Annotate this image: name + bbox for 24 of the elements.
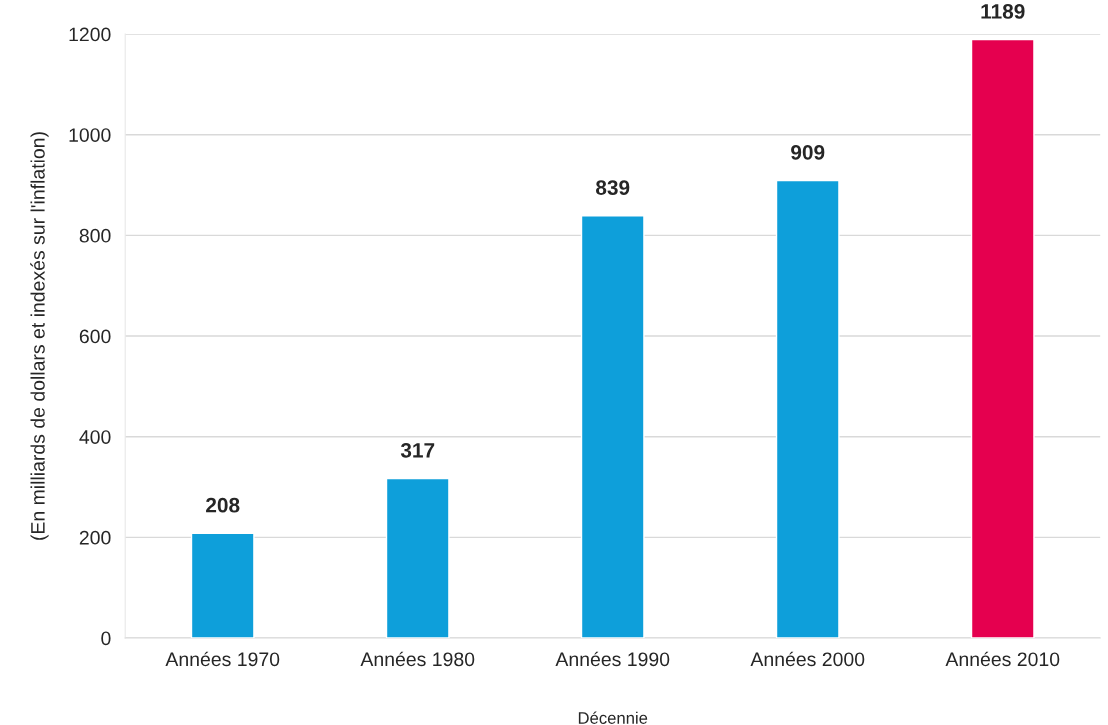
y-tick-label: 800 — [79, 228, 111, 243]
x-tick-label: Années 1990 — [555, 651, 670, 667]
y-tick-label: 1000 — [69, 128, 111, 142]
x-tick-label: Années 1980 — [360, 651, 475, 667]
x-axis-title: Décennie — [578, 711, 648, 724]
data-label: 839 — [596, 180, 630, 195]
y-tick-label: 600 — [79, 329, 111, 344]
bar — [775, 179, 840, 638]
bar — [970, 38, 1035, 638]
x-tick-label: Années 2000 — [750, 651, 865, 667]
y-axis-title: (En milliards de dollars et indexés sur l'inflation) — [30, 132, 49, 540]
x-tick-label: Années 1970 — [165, 651, 280, 667]
y-tick-label: 0 — [101, 631, 111, 646]
data-label: 317 — [400, 442, 435, 458]
data-label: 1189 — [981, 4, 1025, 19]
y-tick-label: 400 — [79, 430, 111, 444]
y-tick-label: 1200 — [69, 27, 111, 42]
bar — [385, 477, 450, 638]
bar — [190, 532, 255, 638]
x-tick-label: Années 2010 — [945, 651, 1060, 667]
y-tick-label: 200 — [79, 530, 111, 545]
data-label: 909 — [791, 144, 825, 160]
bar — [580, 215, 645, 638]
data-label: 208 — [206, 497, 240, 513]
